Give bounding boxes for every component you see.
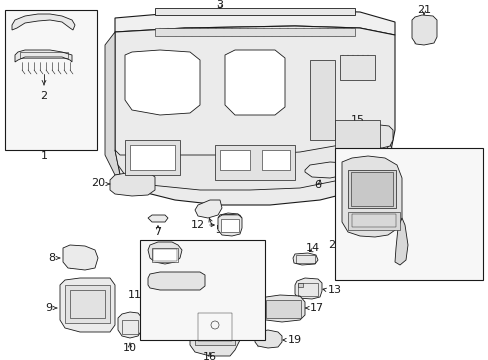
Bar [215, 145, 294, 180]
Bar [351, 214, 395, 227]
Text: 13: 13 [327, 285, 341, 295]
Polygon shape [356, 145, 391, 178]
Bar [130, 145, 175, 170]
Bar [339, 55, 374, 80]
Polygon shape [148, 242, 182, 264]
Polygon shape [110, 172, 155, 196]
Polygon shape [115, 130, 389, 190]
Text: 1: 1 [41, 151, 47, 161]
Polygon shape [218, 214, 242, 218]
Bar [20, 52, 68, 58]
Text: 3: 3 [216, 0, 223, 10]
Text: 16: 16 [203, 352, 217, 360]
Text: 15: 15 [350, 115, 364, 125]
Text: 17: 17 [309, 303, 324, 313]
Bar [221, 219, 239, 232]
Bar [297, 283, 317, 296]
Text: 2: 2 [41, 91, 47, 101]
Polygon shape [148, 215, 168, 222]
Polygon shape [63, 245, 98, 270]
Polygon shape [148, 272, 204, 290]
Bar [347, 170, 395, 208]
Bar [295, 255, 314, 263]
Bar [309, 60, 334, 140]
Polygon shape [218, 213, 242, 236]
Bar [65, 285, 110, 323]
Text: 18: 18 [145, 305, 160, 315]
Polygon shape [115, 26, 394, 205]
Polygon shape [60, 278, 115, 332]
Polygon shape [125, 50, 200, 115]
Bar [5, 10, 97, 150]
Bar [334, 120, 379, 175]
Bar [122, 320, 138, 334]
Polygon shape [262, 295, 305, 322]
Bar [350, 172, 392, 206]
Bar [152, 248, 178, 262]
Polygon shape [369, 125, 392, 148]
Bar [155, 28, 354, 36]
Polygon shape [105, 32, 120, 175]
Polygon shape [162, 298, 180, 320]
Bar [195, 310, 235, 345]
Bar [153, 249, 177, 261]
Bar [262, 150, 289, 170]
Polygon shape [294, 278, 321, 299]
Polygon shape [118, 312, 142, 338]
Polygon shape [15, 50, 72, 62]
Polygon shape [292, 253, 317, 265]
Bar [125, 140, 180, 175]
Polygon shape [411, 15, 436, 45]
Text: 19: 19 [287, 335, 302, 345]
Text: 14: 14 [305, 243, 320, 253]
Bar [70, 290, 105, 318]
Text: 7: 7 [154, 227, 161, 237]
Bar [220, 150, 249, 170]
Bar [297, 283, 303, 287]
Text: 20: 20 [91, 178, 105, 188]
Polygon shape [254, 330, 282, 348]
Bar [265, 300, 301, 318]
Polygon shape [195, 200, 222, 218]
Bar [140, 240, 264, 340]
Polygon shape [12, 14, 75, 30]
Text: 22: 22 [327, 240, 341, 250]
Text: 12: 12 [190, 220, 204, 230]
Text: 5: 5 [215, 225, 222, 235]
Polygon shape [224, 50, 285, 115]
Text: 11: 11 [128, 290, 142, 300]
Text: 4: 4 [386, 193, 393, 203]
Polygon shape [115, 10, 394, 35]
Polygon shape [305, 162, 347, 178]
Polygon shape [190, 300, 240, 356]
Text: 21: 21 [416, 5, 430, 15]
Bar [347, 212, 399, 230]
Text: 6: 6 [314, 180, 321, 190]
Text: 10: 10 [123, 343, 137, 353]
Polygon shape [341, 156, 401, 237]
Polygon shape [394, 218, 407, 265]
Text: 9: 9 [45, 303, 52, 313]
Bar [198, 313, 231, 341]
Text: 8: 8 [48, 253, 55, 263]
Bar [155, 8, 354, 15]
Bar [334, 148, 482, 280]
